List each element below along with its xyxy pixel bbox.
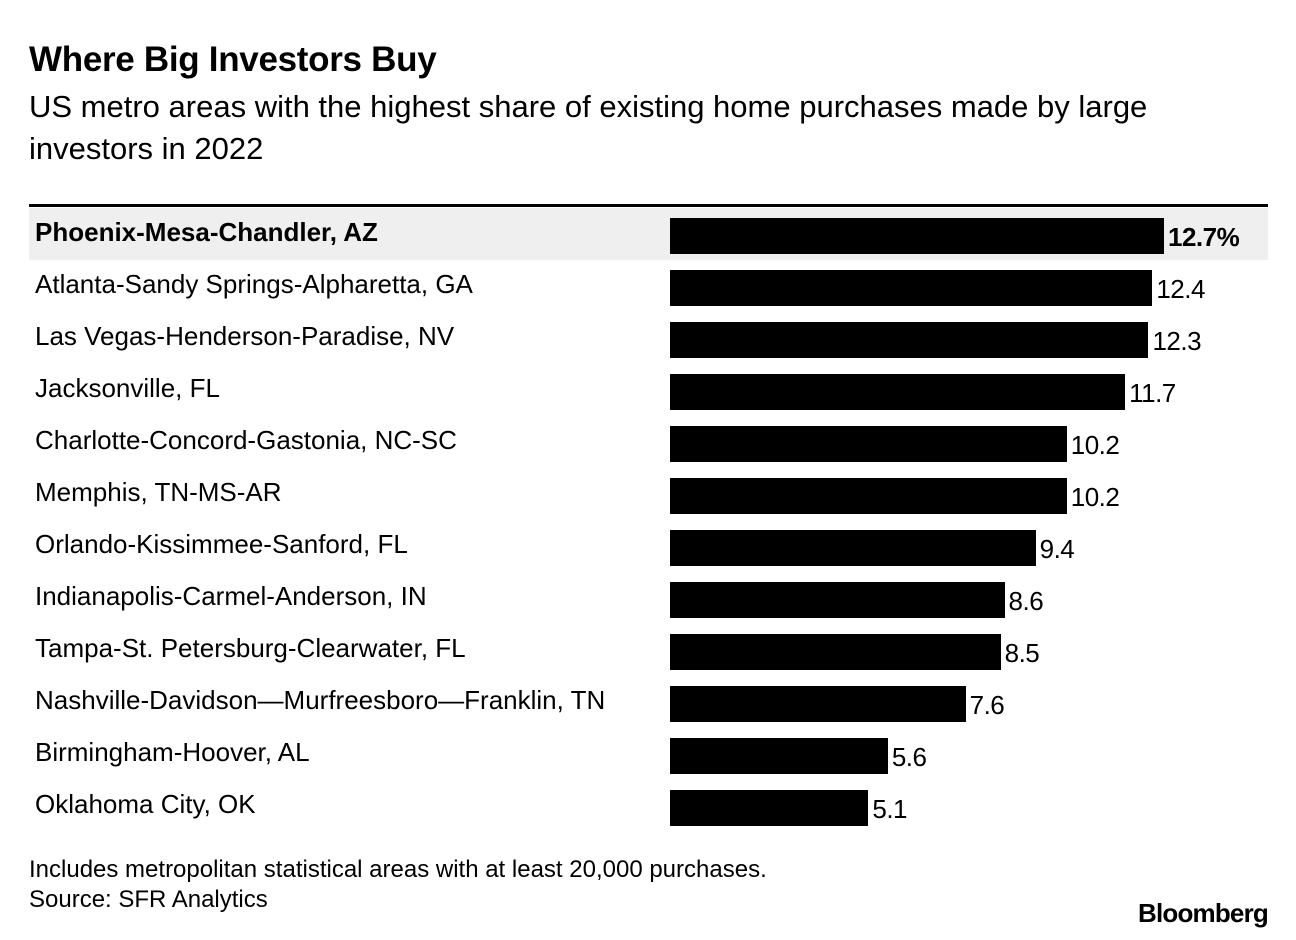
chart-row: Las Vegas-Henderson-Paradise, NV 12.3 — [29, 312, 1268, 364]
bar — [670, 582, 1005, 618]
category-label: Nashville-Davidson—Murfreesboro—Franklin… — [35, 685, 606, 715]
chart-row: Indianapolis-Carmel-Anderson, IN 8.6 — [29, 572, 1268, 624]
category-label: Tampa-St. Petersburg-Clearwater, FL — [35, 633, 466, 663]
data-label: 9.4 — [1039, 534, 1075, 564]
category-label: Jacksonville, FL — [35, 373, 220, 403]
data-label: 10.2 — [1070, 430, 1120, 460]
bar — [670, 738, 888, 774]
source-note: Source: SFR Analytics — [29, 886, 268, 913]
chart-row: Tampa-St. Petersburg-Clearwater, FL 8.5 — [29, 624, 1268, 676]
category-label: Atlanta-Sandy Springs-Alpharetta, GA — [35, 269, 473, 299]
bar — [670, 218, 1164, 254]
bar — [670, 374, 1126, 410]
top-rule — [29, 204, 1268, 207]
chart-row: Birmingham-Hoover, AL 5.6 — [29, 728, 1268, 780]
bloomberg-logo: Bloomberg — [1137, 898, 1269, 928]
category-label: Phoenix-Mesa-Chandler, AZ — [35, 217, 378, 247]
data-label: 8.6 — [1008, 586, 1044, 616]
data-label: 8.5 — [1004, 638, 1040, 668]
chart-row: Phoenix-Mesa-Chandler, AZ 12.7% — [29, 208, 1268, 260]
category-label: Birmingham-Hoover, AL — [35, 737, 310, 767]
chart-row: Nashville-Davidson—Murfreesboro—Franklin… — [29, 676, 1268, 728]
category-label: Indianapolis-Carmel-Anderson, IN — [35, 581, 427, 611]
bar — [670, 270, 1153, 306]
category-label: Oklahoma City, OK — [35, 789, 256, 819]
chart-row: Charlotte-Concord-Gastonia, NC-SC 10.2 — [29, 416, 1268, 468]
data-label: 7.6 — [969, 690, 1005, 720]
data-label: 5.1 — [872, 794, 908, 824]
chart-row: Atlanta-Sandy Springs-Alpharetta, GA 12.4 — [29, 260, 1268, 312]
bar — [670, 426, 1067, 462]
data-label: 12.4 — [1156, 274, 1205, 304]
bar — [670, 530, 1036, 566]
bar — [670, 634, 1001, 670]
bar-chart: Phoenix-Mesa-Chandler, AZ 12.7% Atlanta-Sa… — [29, 208, 1268, 832]
category-label: Memphis, TN-MS-AR — [35, 477, 282, 507]
data-label: 12.3 — [1152, 326, 1202, 356]
bar — [670, 790, 869, 826]
chart-row: Jacksonville, FL 11.7 — [29, 364, 1268, 416]
chart-subtitle: US metro areas with the highest share of… — [29, 89, 1148, 166]
category-label: Charlotte-Concord-Gastonia, NC-SC — [35, 425, 457, 455]
bar — [670, 686, 966, 722]
chart-title: Where Big Investors Buy — [29, 40, 437, 79]
chart-row: Oklahoma City, OK 5.1 — [29, 780, 1268, 832]
footnote: Includes metropolitan statistical areas … — [29, 856, 767, 883]
bar — [670, 478, 1067, 514]
data-label: 12.7% — [1168, 222, 1240, 252]
category-label: Las Vegas-Henderson-Paradise, NV — [35, 321, 455, 351]
data-label: 10.2 — [1070, 482, 1120, 512]
chart-row: Orlando-Kissimmee-Sanford, FL 9.4 — [29, 520, 1268, 572]
data-label: 11.7 — [1129, 378, 1176, 408]
data-label: 5.6 — [891, 742, 927, 772]
chart-row: Memphis, TN-MS-AR 10.2 — [29, 468, 1268, 520]
category-label: Orlando-Kissimmee-Sanford, FL — [35, 529, 408, 559]
bar — [670, 322, 1149, 358]
